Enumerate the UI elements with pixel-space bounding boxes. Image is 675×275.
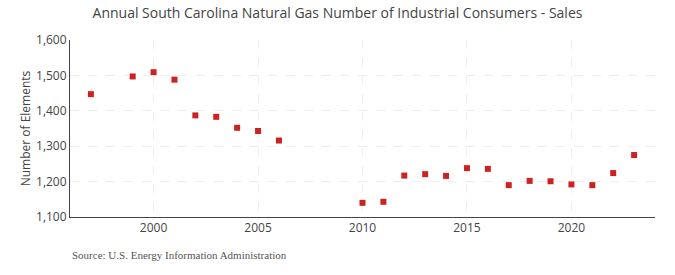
svg-text:1,400: 1,400 (36, 102, 67, 119)
svg-text:1,600: 1,600 (36, 31, 67, 48)
svg-text:2010: 2010 (349, 219, 377, 236)
svg-text:2005: 2005 (244, 219, 272, 236)
svg-text:2015: 2015 (453, 219, 481, 236)
svg-text:Annual South Carolina Natural: Annual South Carolina Natural Gas Number… (93, 3, 583, 22)
svg-text:Source: U.S. Energy Informatio: Source: U.S. Energy Information Administ… (72, 249, 287, 261)
svg-text:1,100: 1,100 (36, 208, 67, 225)
svg-text:2020: 2020 (558, 219, 586, 236)
svg-text:1,200: 1,200 (36, 173, 67, 190)
svg-text:1,300: 1,300 (36, 137, 67, 154)
svg-text:2000: 2000 (140, 219, 168, 236)
svg-text:Number of Elements: Number of Elements (17, 70, 34, 186)
svg-text:1,500: 1,500 (36, 67, 67, 84)
